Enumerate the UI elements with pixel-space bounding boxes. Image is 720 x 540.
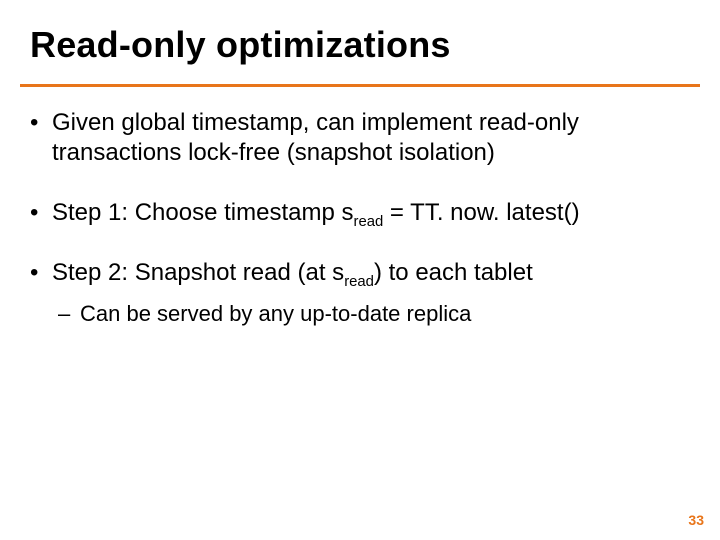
subscript: read bbox=[344, 274, 374, 290]
bullet-item: Given global timestamp, can implement re… bbox=[28, 108, 692, 168]
slide-title: Read-only optimizations bbox=[30, 24, 451, 66]
bullet-text-suffix: = TT. now. latest() bbox=[383, 199, 579, 226]
bullet-item: Step 1: Choose timestamp sread = TT. now… bbox=[28, 198, 692, 228]
bullet-text-prefix: Step 2: Snapshot read (at s bbox=[52, 259, 344, 286]
bullet-text-suffix: ) to each tablet bbox=[374, 259, 533, 286]
bullet-item: Step 2: Snapshot read (at sread) to each… bbox=[28, 258, 692, 288]
page-number: 33 bbox=[688, 512, 704, 528]
slide: Read-only optimizations Given global tim… bbox=[0, 0, 720, 540]
bullet-text-prefix: Step 1: Choose timestamp s bbox=[52, 199, 353, 226]
subscript: read bbox=[353, 214, 383, 230]
slide-body: Given global timestamp, can implement re… bbox=[28, 108, 692, 328]
title-underline bbox=[20, 84, 700, 87]
sub-bullet-item: Can be served by any up-to-date replica bbox=[28, 300, 692, 328]
